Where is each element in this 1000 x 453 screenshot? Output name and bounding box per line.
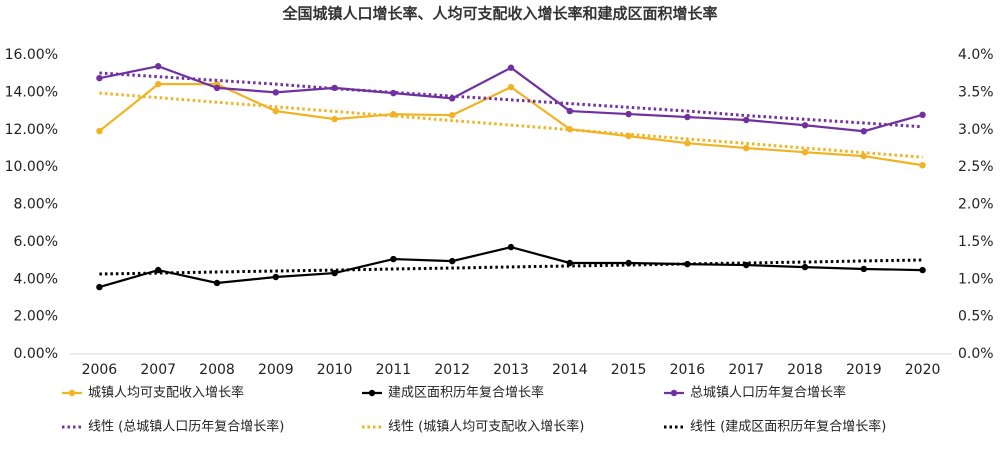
- point: [684, 113, 691, 121]
- x-tick-label: 2008: [199, 362, 235, 378]
- series-line: [99, 245, 923, 289]
- legend-marker: [670, 389, 678, 397]
- point: [860, 265, 867, 273]
- point: [801, 148, 809, 156]
- point: [919, 266, 926, 274]
- point: [390, 255, 397, 263]
- point: [155, 63, 162, 70]
- y-tick-label: 8.00%: [14, 197, 58, 213]
- x-tick-label: 2010: [317, 362, 353, 378]
- x-tick-label: 2012: [434, 362, 470, 378]
- point: [272, 273, 279, 281]
- legend-marker: [368, 389, 376, 397]
- chart-title: 全国城镇人口增长率、人均可支配收入增长率和建成区面积增长率: [281, 5, 717, 23]
- legend-label: 线性 (建成区面积历年复合增长率): [690, 419, 886, 435]
- point: [449, 111, 456, 119]
- point: [743, 144, 750, 152]
- x-tick-label: 2006: [82, 362, 118, 378]
- point: [801, 263, 809, 271]
- x-tick-label: 2009: [258, 362, 294, 378]
- x-tick-label: 2020: [905, 362, 941, 378]
- point: [449, 257, 456, 265]
- trend-line: [99, 71, 923, 129]
- point: [625, 259, 632, 267]
- point: [272, 89, 279, 96]
- point: [684, 140, 691, 147]
- point: [507, 243, 515, 251]
- point: [272, 107, 279, 115]
- point: [625, 110, 632, 118]
- y2-tick-label: 4.0%: [958, 47, 994, 63]
- legend-label: 线性 (城镇人均可支配收入增长率): [388, 419, 584, 435]
- point: [213, 84, 221, 92]
- point: [507, 64, 515, 71]
- y2-tick-label: 0.0%: [958, 346, 994, 362]
- y2-tick-label: 0.5%: [958, 309, 994, 325]
- legend-label: 建成区面积历年复合增长率: [388, 385, 544, 401]
- y-tick-label: 6.00%: [14, 234, 58, 250]
- point: [96, 283, 103, 291]
- y2-tick-label: 1.0%: [958, 271, 994, 287]
- legend-label: 城镇人均可支配收入增长率: [88, 385, 244, 401]
- x-tick-label: 2018: [787, 362, 823, 378]
- point: [919, 162, 926, 169]
- y-tick-label: 4.00%: [14, 271, 58, 287]
- y2-tick-label: 2.0%: [958, 197, 994, 213]
- legend-label: 线性 (总城镇人口历年复合增长率): [88, 419, 284, 435]
- x-tick-label: 2019: [846, 362, 882, 378]
- x-tick-label: 2013: [493, 362, 529, 378]
- y-tick-label: 14.00%: [5, 84, 58, 100]
- x-tick-label: 2017: [728, 362, 764, 378]
- x-tick-label: 2016: [670, 362, 706, 378]
- point: [155, 80, 162, 88]
- point: [507, 83, 515, 91]
- point: [213, 279, 221, 287]
- y2-tick-label: 3.5%: [958, 84, 994, 100]
- point: [860, 128, 867, 135]
- legend-label: 总城镇人口历年复合增长率: [690, 385, 846, 401]
- point: [801, 122, 809, 129]
- y2-tick-label: 3.0%: [958, 122, 994, 138]
- y-tick-label: 2.00%: [14, 309, 58, 325]
- x-tick-label: 2011: [376, 362, 412, 378]
- y-tick-label: 16.00%: [5, 47, 58, 63]
- legend-marker: [68, 389, 76, 397]
- x-tick-label: 2014: [552, 362, 588, 378]
- point: [331, 115, 338, 123]
- y2-tick-label: 1.5%: [958, 234, 994, 250]
- point: [96, 127, 103, 135]
- point: [743, 116, 750, 124]
- point: [919, 111, 926, 119]
- x-tick-label: 2007: [140, 362, 176, 378]
- y-tick-label: 10.00%: [5, 159, 58, 175]
- point: [860, 152, 867, 160]
- point: [96, 74, 103, 82]
- y-tick-label: 12.00%: [5, 122, 58, 138]
- series-line: [99, 65, 923, 133]
- x-tick-label: 2015: [611, 362, 647, 378]
- y2-tick-label: 2.5%: [958, 159, 994, 175]
- y-tick-label: 0.00%: [14, 346, 58, 362]
- trend-line: [99, 91, 923, 159]
- point: [566, 107, 573, 115]
